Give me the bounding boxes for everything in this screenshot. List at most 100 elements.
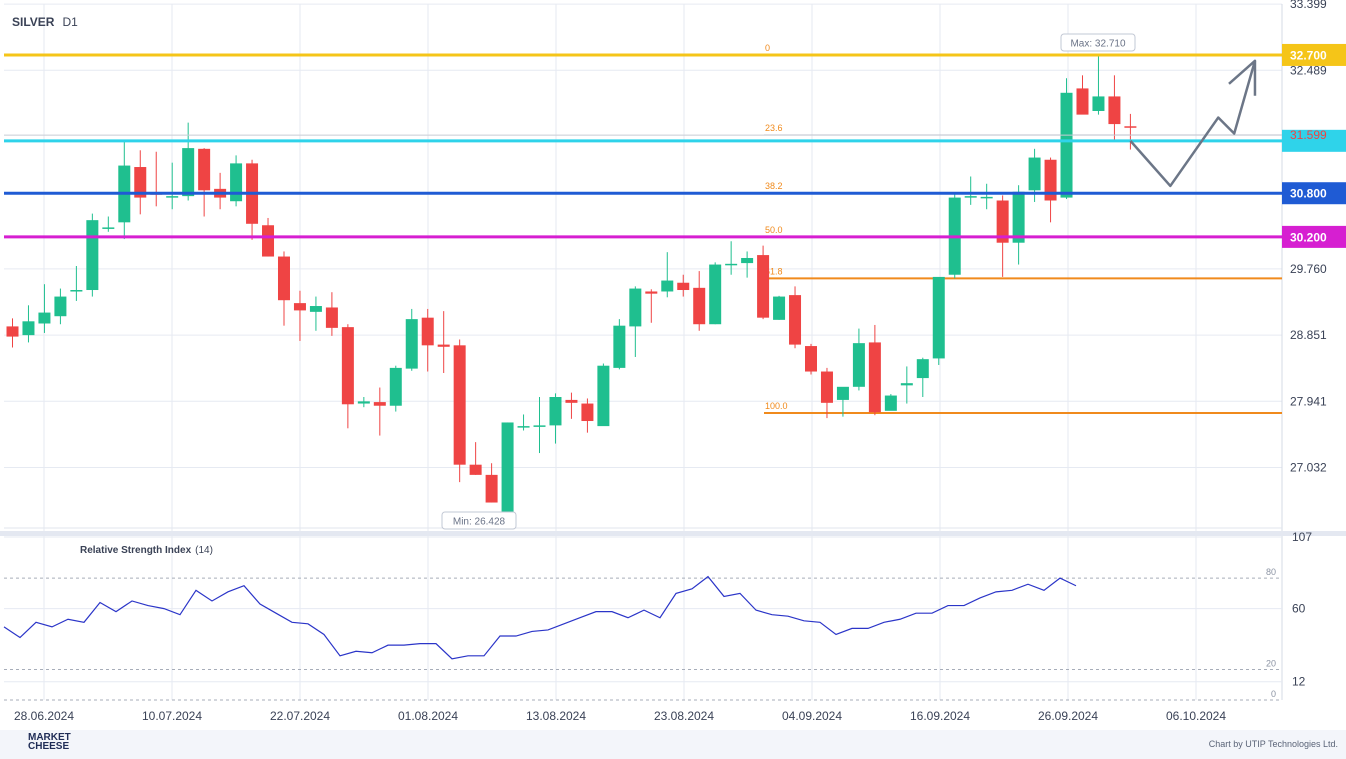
candle-body [373,402,386,406]
candle [868,324,881,416]
rsi-level-label: 0 [1271,689,1276,699]
level-price-tag [1282,225,1346,248]
pane-separator [0,531,1346,536]
candle [725,241,738,275]
candle-body [868,342,881,413]
candle-body [581,403,594,422]
candle-body [1108,96,1121,125]
candle [677,274,690,297]
candle-body [629,288,642,327]
max-marker-text: Max: 32.710 [1070,39,1125,50]
x-tick-label: 22.07.2024 [270,709,330,723]
candle [134,150,147,215]
candle-body [613,325,626,368]
fib-level-label: 38.2 [765,181,783,191]
candle [964,176,977,205]
fib-level-label: 0 [765,43,770,53]
candle [501,422,514,513]
rsi-line [3,575,1077,660]
x-tick-label: 28.06.2024 [14,709,74,723]
candle [533,397,546,454]
candle [1044,157,1057,223]
rsi-period: (14) [195,545,213,556]
candle [150,151,163,207]
candle [22,305,35,343]
timeframe-label: D1 [62,15,78,29]
candle [661,252,674,298]
candle-body [932,276,945,359]
candle-body [805,346,817,372]
fib-level-label: 61.8 [765,266,783,276]
candle-body [421,317,434,346]
candle [214,172,227,210]
candle-body [661,280,674,292]
candle-body [134,167,147,198]
candle [1076,75,1089,115]
candle-body [6,326,19,337]
x-tick-label: 13.08.2024 [526,709,586,723]
candle-body [789,295,802,345]
candle [389,365,402,412]
candle-body [405,319,418,369]
candle-body [980,196,993,199]
candle [980,183,993,210]
candle [293,290,306,341]
candle-body [565,399,578,403]
fib-level-label: 23.6 [765,123,783,133]
x-tick-label: 04.09.2024 [782,709,842,723]
candle [789,286,802,349]
candle-body [54,296,67,317]
rsi-level-label: 20 [1266,659,1276,669]
y-tick-label: 29.760 [1290,262,1327,276]
candle-body [677,282,690,291]
candle [549,393,562,444]
candle [309,296,322,331]
candle-body [1044,159,1057,201]
candle-body [1028,157,1041,191]
max-marker-box [1060,33,1136,52]
candle [1060,78,1073,200]
candle-body [597,365,610,427]
candle [182,122,195,201]
candle-body [533,425,546,427]
level-price-label: 30.800 [1290,187,1327,201]
forecast-arrow-head [1228,59,1257,96]
candle [6,318,19,348]
candle-body [437,344,450,347]
candle-body [309,306,322,312]
candle [709,262,722,325]
candle-body [325,307,338,328]
candle [852,328,865,391]
grid [4,3,1282,700]
candle [613,319,626,370]
candle-body [230,163,243,202]
candle [1092,54,1105,115]
candle [341,324,354,429]
candle-body [277,256,290,301]
x-tick-label: 16.09.2024 [910,709,970,723]
level-price-label: 30.200 [1290,230,1327,244]
y-tick-label: 27.941 [1290,394,1327,408]
candle-body [182,148,195,197]
candle [54,288,67,325]
market-cheese-logo[interactable]: MARKET CHEESE [8,733,71,752]
candle-body [453,345,466,465]
candle [437,311,450,373]
y-tick-label: 33.399 [1290,0,1327,11]
candle-body [757,255,770,318]
candle-body [22,321,35,336]
candle-body [517,426,530,428]
candle-body [900,383,913,386]
candle [693,271,706,331]
candle [581,398,594,433]
rsi-level-label: 80 [1266,567,1276,577]
candle [277,251,290,326]
candle [597,363,610,427]
candle [469,442,482,475]
x-tick-label: 01.08.2024 [398,709,458,723]
candle [565,392,578,419]
candle-body [773,296,786,320]
candle-body [916,359,929,379]
current-price-label: 31.599 [1290,128,1327,142]
